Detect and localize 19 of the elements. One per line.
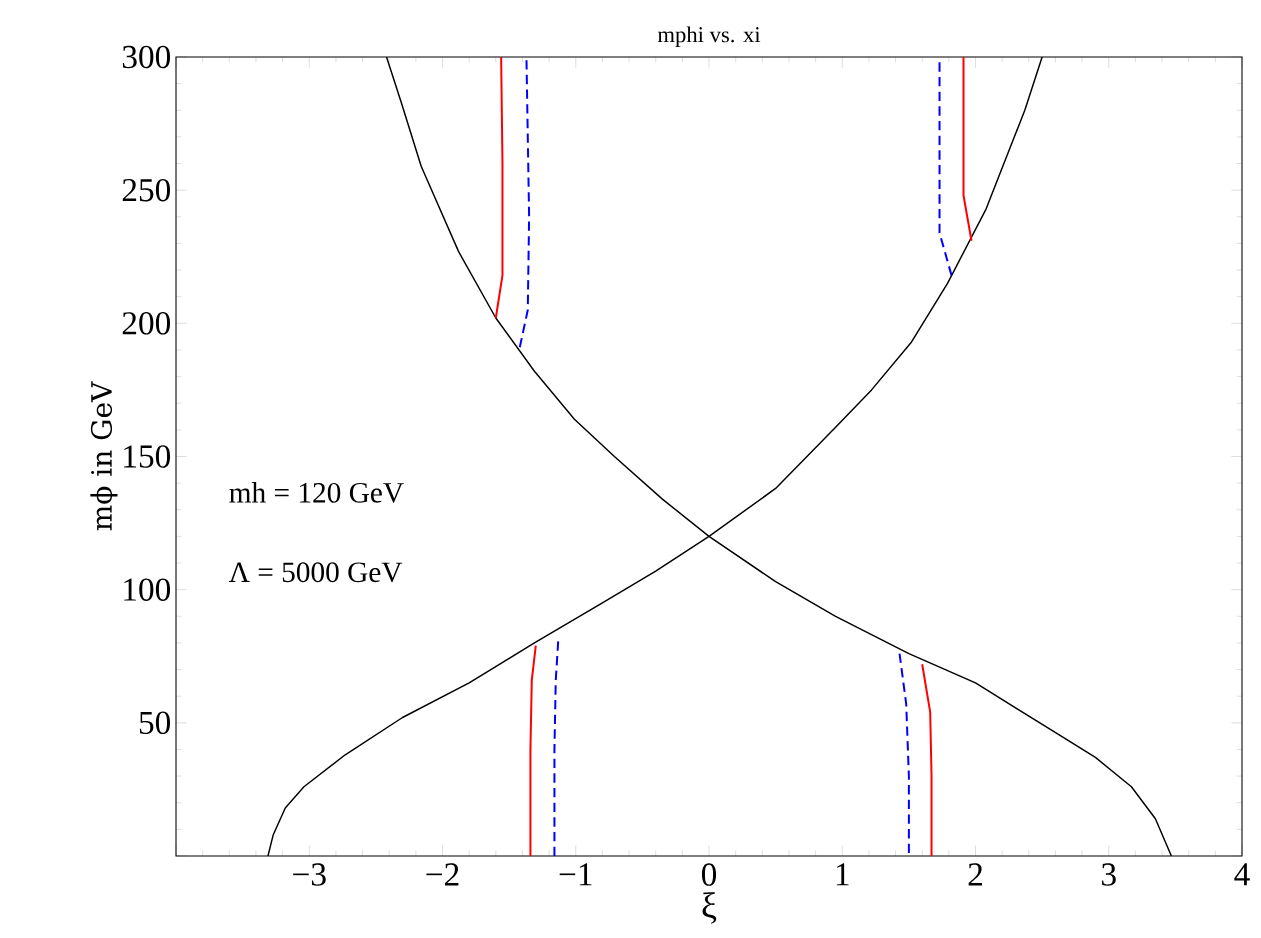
- x-tick-label: 1: [836, 863, 849, 886]
- y-tick-label: 100: [124, 578, 171, 601]
- x-tick-label: 0: [701, 863, 717, 886]
- annotation: Λ = 5000 GeV: [228, 562, 403, 583]
- y-tick-label: 150: [124, 445, 171, 468]
- x-tick-label: −2: [426, 863, 459, 886]
- x-axis-title: ξ: [702, 892, 717, 924]
- y-axis-title: mϕ in GeV: [90, 381, 118, 531]
- x-tick-label: 2: [968, 863, 982, 886]
- annotation: mh = 120 GeV: [229, 482, 404, 503]
- y-tick-label: 200: [122, 312, 171, 335]
- x-tick-label: −3: [293, 863, 326, 886]
- y-tick-label: 250: [122, 178, 171, 202]
- chart-title: mphi vs. xi: [657, 26, 761, 47]
- x-tick-label: 4: [1234, 863, 1250, 886]
- x-tick-label: 3: [1102, 863, 1116, 886]
- y-tick-label: 50: [139, 711, 171, 735]
- x-tick-label: −1: [559, 863, 592, 886]
- y-tick-label: 300: [122, 45, 171, 69]
